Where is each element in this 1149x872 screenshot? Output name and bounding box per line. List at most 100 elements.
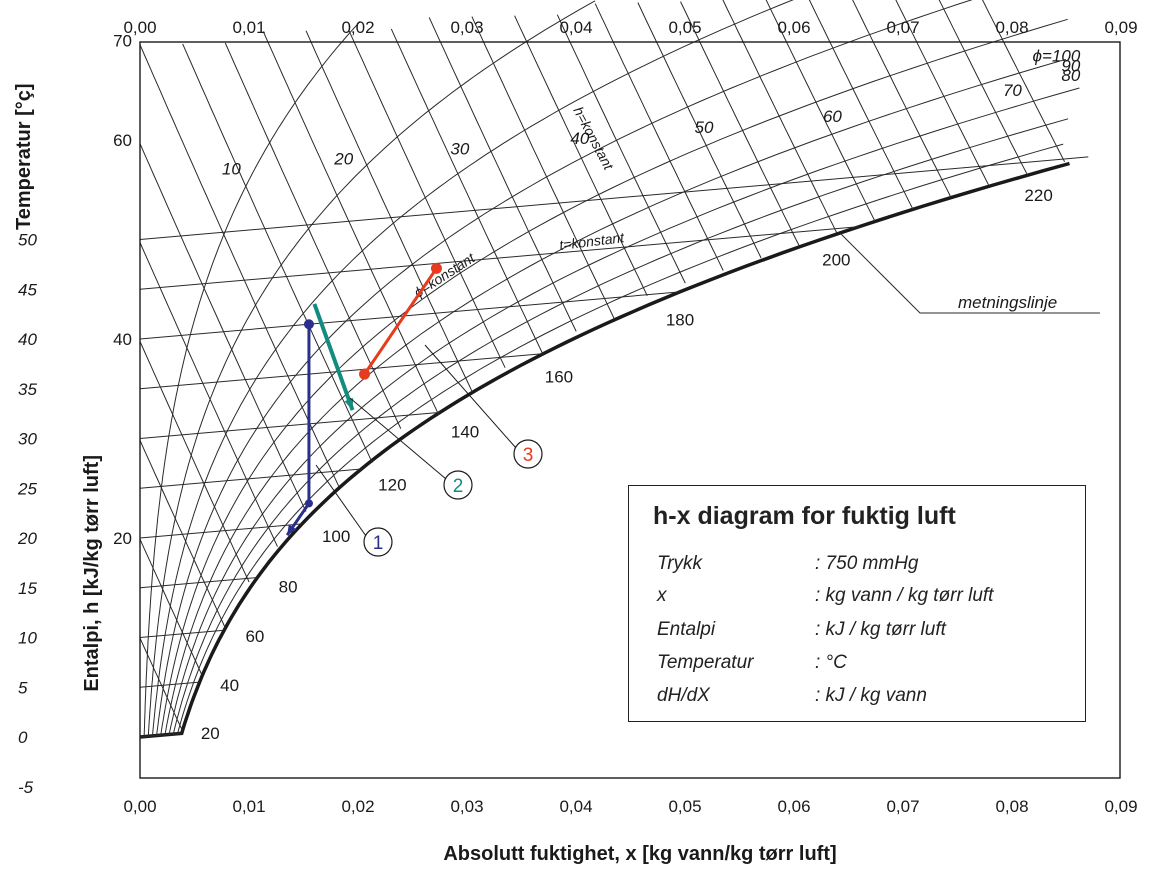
process-2: 2: [312, 303, 473, 500]
x-tick-bottom: 0,00: [123, 797, 156, 816]
isotherm-line: [139, 411, 441, 439]
isotherm-line: [139, 156, 1089, 240]
rh-label: ϕ=100: [1033, 46, 1081, 65]
enthalpy-line: [594, 3, 724, 271]
legend-value-x: : kg vann / kg tørr luft: [815, 585, 994, 606]
enthalpy-line: [471, 16, 615, 319]
rh-curve: [160, 18, 1068, 736]
enthalpy-line: [981, 0, 1066, 163]
process-marker-number: 1: [373, 533, 384, 554]
enthalpy-line: [680, 1, 800, 246]
process-marker-number: 3: [523, 445, 534, 466]
enthalpy-line: [139, 341, 250, 583]
enthalpy-line: [895, 0, 990, 186]
enthalpy-line: [637, 2, 762, 259]
rh-label: 10: [222, 159, 241, 178]
saturation-enthalpy-label: 220: [1024, 186, 1052, 205]
legend-label-x: x: [657, 585, 667, 606]
rh-label: 30: [450, 139, 469, 158]
enthalpy-line: [139, 637, 184, 732]
process-segment: [312, 303, 355, 411]
rh-label: 50: [695, 118, 714, 137]
process-point: [303, 319, 314, 330]
enthalpy-tick: 70: [113, 32, 132, 51]
saturation-enthalpy-label: 120: [378, 476, 406, 495]
enthalpy-line: [852, 0, 952, 198]
process-marker-circle: [513, 439, 543, 469]
legend-value-temperatur: : °C: [815, 652, 847, 673]
enthalpy-line: [139, 440, 226, 629]
temperature-tick: 30: [18, 430, 37, 449]
x-tick-bottom: 0,02: [341, 797, 374, 816]
enthalpy-axis-title: Entalpi, h [kJ/kg tørr luft]: [81, 455, 103, 692]
temperature-tick: 45: [18, 280, 37, 299]
enthalpy-line: [305, 30, 473, 392]
plot-frame: [139, 41, 1121, 779]
x-tick-bottom: 0,04: [559, 797, 592, 816]
saturation-enthalpy-label: 180: [666, 311, 694, 330]
process-arrowhead: [344, 398, 354, 411]
enthalpy-line: [938, 0, 1028, 174]
process-point: [304, 499, 313, 508]
temperature-tick: 5: [18, 678, 28, 697]
temperature-tick: 20: [17, 529, 37, 548]
x-tick-top: 0,00: [123, 18, 156, 37]
rh-label: 90: [1061, 56, 1080, 75]
enthalpy-line: [428, 17, 577, 332]
rh-label: 60: [823, 107, 842, 126]
isotherm-line: [139, 226, 860, 290]
x-axis-title: Absolutt fuktighet, x [kg vann/kg tørr l…: [443, 843, 836, 865]
x-tick-top: 0,02: [341, 18, 374, 37]
process-point: [359, 368, 371, 380]
enthalpy-line: [182, 43, 373, 464]
process-marker-number: 2: [453, 476, 464, 497]
temperature-axis-title: Temperatur [°ç]: [13, 83, 35, 230]
saturation-line: [139, 161, 1070, 739]
enthalpy-line: [139, 242, 278, 547]
enthalpy-line: [139, 44, 340, 488]
metningslinje-leader: [839, 232, 1100, 314]
enthalpy-line: [808, 0, 914, 210]
x-tick-top: 0,06: [777, 18, 810, 37]
saturation-enthalpy-label: 140: [451, 423, 479, 442]
temperature-tick: 35: [18, 380, 37, 399]
x-tick-bottom: 0,07: [886, 797, 919, 816]
enthalpy-line: [765, 0, 876, 222]
legend-label-trykk: Trykk: [657, 553, 703, 574]
process-segment: [363, 267, 438, 375]
rh-curve: [147, 0, 596, 737]
legend-label-temperatur: Temperatur: [657, 652, 754, 673]
process-3: 3: [359, 262, 543, 469]
rh-curve: [143, 20, 361, 737]
enthalpy-tick: 60: [113, 131, 132, 150]
process-lines: 1 2 3: [285, 262, 543, 557]
enthalpy-line: [556, 14, 686, 284]
enthalpy-line: [348, 29, 506, 368]
enthalpy-line: [390, 28, 544, 355]
x-tick-top: 0,05: [668, 18, 701, 37]
isotherm-line: [139, 353, 544, 390]
saturation-enthalpy-label: 20: [201, 724, 220, 743]
x-tick-top: 0,03: [450, 18, 483, 37]
rh-curve: [152, 0, 794, 736]
isotherm-line: [139, 468, 362, 489]
x-tick-bottom: 0,08: [995, 797, 1028, 816]
rh-curve: [172, 118, 1069, 735]
x-tick-top: 0,07: [886, 18, 919, 37]
saturation-enthalpy-label: 80: [279, 577, 298, 596]
marker-leader: [315, 464, 367, 537]
enthalpy-tick: 40: [113, 330, 132, 349]
x-tick-bottom: 0,05: [668, 797, 701, 816]
metningslinje-label: metningslinje: [958, 293, 1057, 312]
plot-border: [139, 41, 1121, 779]
legend-label-dhdx: dH/dX: [657, 685, 710, 706]
x-tick-bottom: 0,03: [450, 797, 483, 816]
legend-box: h-x diagram for fuktig luft Trykk : 750 …: [628, 485, 1086, 722]
enthalpy-line: [262, 31, 440, 416]
saturation-enthalpy-label: 100: [322, 527, 350, 546]
saturation-enthalpy-label: 40: [220, 676, 239, 695]
grid-layer: [139, 0, 1089, 739]
legend-value-dhdx: : kJ / kg vann: [815, 685, 927, 706]
x-tick-bottom: 0,06: [777, 797, 810, 816]
